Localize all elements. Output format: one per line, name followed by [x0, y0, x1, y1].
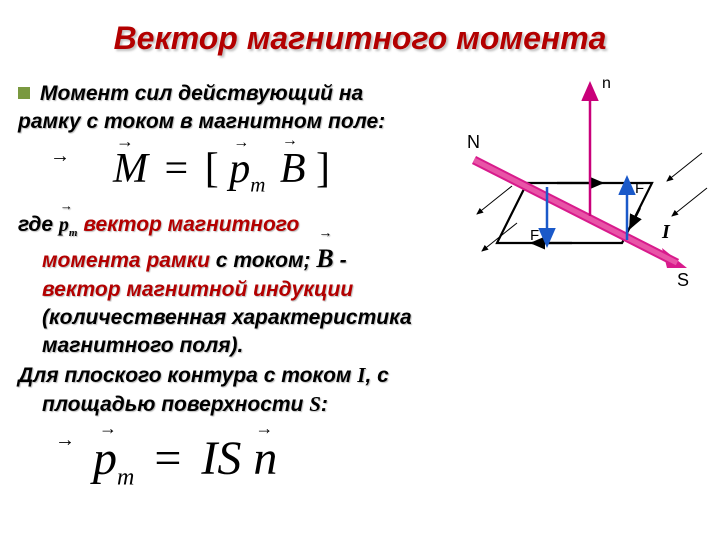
line-4: момента рамки с током; → B -: [42, 241, 458, 276]
label-F2: F: [635, 180, 644, 197]
bullet-icon: [18, 87, 30, 99]
label-F1: F: [530, 227, 539, 244]
line-8: Для плоского контура с током I, с: [18, 361, 458, 390]
label-S: S: [677, 270, 689, 290]
line-5: вектор магнитной индукции: [42, 276, 458, 304]
equation-2: → → pm = IS → n: [73, 425, 333, 489]
diagram: N S n I F F: [462, 68, 714, 328]
line-3: где → pm вектор магнитного: [18, 211, 458, 241]
label-N: N: [467, 132, 480, 152]
line-7: магнитного поля).: [42, 332, 458, 360]
line-9: площадью поверхности S:: [42, 390, 458, 419]
text-content: Момент сил действующий на рамку с током …: [18, 80, 458, 497]
line-1: Момент сил действующий на: [40, 80, 363, 108]
line-2: рамку с током в магнитном поле:: [18, 108, 458, 136]
equation-1: → → M = [ → pm → B ]: [78, 143, 338, 199]
label-n: n: [602, 75, 611, 92]
line-6: (количественная характеристика: [42, 304, 458, 332]
label-I: I: [661, 221, 671, 243]
slide-title: Вектор магнитного момента: [0, 0, 720, 69]
